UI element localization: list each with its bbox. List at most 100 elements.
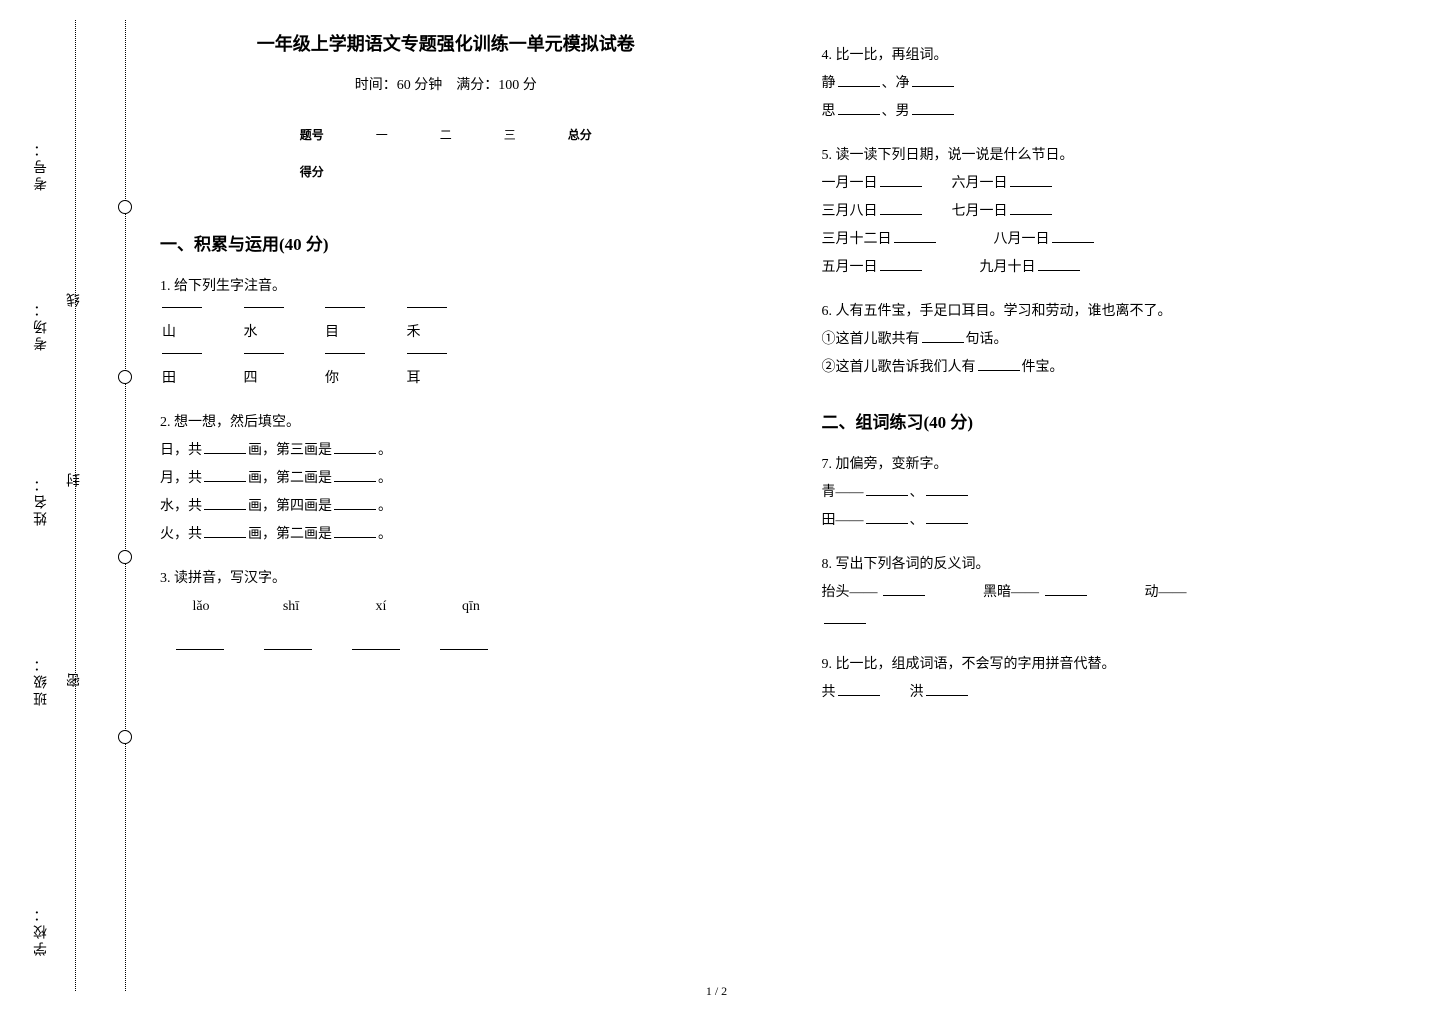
score-label: 题号 <box>274 116 350 153</box>
score-total: 总分 <box>542 116 618 153</box>
q8-prompt: 8. 写出下列各词的反义词。 <box>822 551 1394 579</box>
question-6: 6. 人有五件宝，手足口耳目。学习和劳动，谁也离不了。 ①这首儿歌共有 句话。 ②… <box>822 298 1394 382</box>
q2-line: 火，共 画，第二画是 。 <box>160 521 732 549</box>
q2-text: 画，第三画是 <box>248 443 332 458</box>
binding-circle <box>118 200 132 214</box>
question-5: 5. 读一读下列日期，说一说是什么节日。 一月一日 六月一日 三月八日 七月一日… <box>822 142 1394 282</box>
q5-text: 八月一日 <box>994 232 1050 247</box>
q1-char: 山 <box>162 319 210 347</box>
score-col: 一 <box>350 116 414 153</box>
q2-text: 火，共 <box>160 527 202 542</box>
score-col: 二 <box>414 116 478 153</box>
column-right: 4. 比一比，再组词。 静、净 思、男 5. 读一读下列日期，说一说是什么节日。… <box>822 30 1394 971</box>
q2-text: 日，共 <box>160 443 202 458</box>
question-1: 1. 给下列生字注音。 山 水 目 禾 田 四 你 耳 <box>160 273 732 393</box>
score-col: 三 <box>478 116 542 153</box>
q6-text: ①这首儿歌共有 <box>822 332 920 347</box>
q8-text: 黑暗—— <box>983 585 1039 600</box>
question-7: 7. 加偏旁，变新字。 青——、 田——、 <box>822 451 1394 535</box>
q8-text: 动—— <box>1145 585 1187 600</box>
q5-prompt: 5. 读一读下列日期，说一说是什么节日。 <box>822 142 1394 170</box>
blank <box>440 635 488 650</box>
binding-label-school: 学校： <box>32 905 52 956</box>
q4-prompt: 4. 比一比，再组词。 <box>822 42 1394 70</box>
blank <box>204 467 246 482</box>
q3-pinyin: shī <box>264 593 318 621</box>
q1-char: 耳 <box>407 365 455 393</box>
binding-label-kaohao: 考号： <box>32 140 52 191</box>
exam-subtitle: 时间：60 分钟 满分：100 分 <box>160 74 732 94</box>
q5-line: 三月十二日 八月一日 <box>822 226 1394 254</box>
score-row-label: 得分 <box>274 153 350 190</box>
q5-text: 三月十二日 <box>822 232 892 247</box>
blank <box>334 523 376 538</box>
q3-pinyin: qīn <box>444 593 498 621</box>
page-number: 1 / 2 <box>706 984 727 999</box>
q5-text: 一月一日 <box>822 176 878 191</box>
q2-text: 画，第二画是 <box>248 527 332 542</box>
question-2: 2. 想一想，然后填空。 日，共画，第三画是。 月，共画，第二画是。 水，共画，… <box>160 409 732 549</box>
q4-line: 思、男 <box>822 98 1394 126</box>
blank <box>824 609 866 624</box>
q2-text: 。 <box>378 527 392 542</box>
section-1-heading: 一、积累与运用(40 分) <box>160 230 732 255</box>
blank <box>1052 228 1094 243</box>
blank <box>1010 200 1052 215</box>
q9-text: 洪 <box>910 685 924 700</box>
dotted-line-inner <box>75 20 76 991</box>
blank <box>926 509 968 524</box>
blank <box>204 439 246 454</box>
blank <box>880 256 922 271</box>
page: 一年级上学期语文专题强化训练一单元模拟试卷 时间：60 分钟 满分：100 分 … <box>160 30 1393 971</box>
binding-label-name: 姓名： <box>32 475 52 526</box>
blank <box>883 581 925 596</box>
blank <box>926 481 968 496</box>
blank <box>334 495 376 510</box>
q6-sub2: ②这首儿歌告诉我们人有 件宝。 <box>822 354 1394 382</box>
q9-prompt: 9. 比一比，组成词语，不会写的字用拼音代替。 <box>822 651 1394 679</box>
q2-line: 水，共画，第四画是。 <box>160 493 732 521</box>
blank <box>176 635 224 650</box>
q6-sub1: ①这首儿歌共有 句话。 <box>822 326 1394 354</box>
blank <box>1038 256 1080 271</box>
blank <box>866 481 908 496</box>
blank <box>926 681 968 696</box>
q3-prompt: 3. 读拼音，写汉字。 <box>160 565 732 593</box>
blank <box>334 439 376 454</box>
q6-prompt: 6. 人有五件宝，手足口耳目。学习和劳动，谁也离不了。 <box>822 298 1394 326</box>
question-4: 4. 比一比，再组词。 静、净 思、男 <box>822 42 1394 126</box>
q6-text: ②这首儿歌告诉我们人有 <box>822 360 976 375</box>
q7-line: 田——、 <box>822 507 1394 535</box>
q1-char: 田 <box>162 365 210 393</box>
column-left: 一年级上学期语文专题强化训练一单元模拟试卷 时间：60 分钟 满分：100 分 … <box>160 30 732 971</box>
blank <box>894 228 936 243</box>
blank <box>1010 172 1052 187</box>
q5-line: 五月一日 九月十日 <box>822 254 1394 282</box>
binding-inner-label: 密 <box>65 670 85 687</box>
dotted-line-outer <box>125 20 126 991</box>
blank <box>264 635 312 650</box>
q1-char: 你 <box>325 365 373 393</box>
blank <box>880 200 922 215</box>
question-9: 9. 比一比，组成词语，不会写的字用拼音代替。 共 洪 <box>822 651 1394 707</box>
question-3: 3. 读拼音，写汉字。 lǎo shī xí qīn <box>160 565 732 650</box>
q5-text: 七月一日 <box>952 204 1008 219</box>
q6-text: 件宝。 <box>1022 360 1064 375</box>
blank <box>880 172 922 187</box>
question-8: 8. 写出下列各词的反义词。 抬头—— 黑暗—— 动—— <box>822 551 1394 635</box>
blank <box>352 635 400 650</box>
blank <box>838 681 880 696</box>
binding-inner-label: 封 <box>65 470 85 487</box>
blank <box>204 495 246 510</box>
binding-circle <box>118 370 132 384</box>
binding-inner-label: 线 <box>65 290 85 307</box>
blank <box>838 100 880 115</box>
q8-text: 抬头—— <box>822 585 878 600</box>
q1-char: 目 <box>325 319 373 347</box>
q2-text: 月，共 <box>160 471 202 486</box>
q4-text: 、男 <box>882 104 910 119</box>
q6-text: 句话。 <box>966 332 1008 347</box>
q7-prompt: 7. 加偏旁，变新字。 <box>822 451 1394 479</box>
q3-pinyin: xí <box>354 593 408 621</box>
q2-text: 水，共 <box>160 499 202 514</box>
